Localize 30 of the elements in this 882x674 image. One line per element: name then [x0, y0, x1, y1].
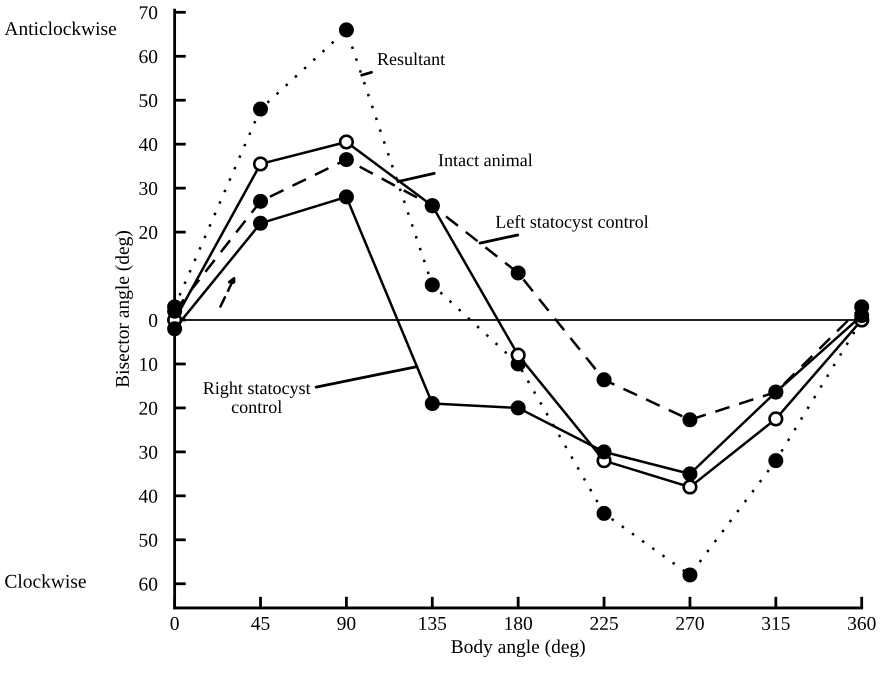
x-tick-label: 270: [676, 616, 704, 630]
y-tick-label: 60: [139, 50, 158, 64]
y-tick-label: 50: [140, 94, 158, 108]
y-axis-title: Bisector angle (deg): [115, 231, 133, 388]
y-tick-label: 40: [138, 490, 158, 503]
y-tick-label: 10: [140, 358, 158, 371]
text: Anticlockwise: [4, 22, 116, 36]
text: Right statocyst control: [203, 381, 311, 414]
y-tick-label: 0: [148, 314, 158, 327]
x-axis-title: Body angle (deg): [451, 639, 585, 658]
y-tick-label: 40: [138, 138, 158, 152]
y-tick-label: 20: [139, 226, 158, 240]
x-tick-label: 360: [848, 616, 876, 630]
y-tick-label: 30: [139, 182, 158, 196]
x-tick-label: 135: [419, 616, 446, 630]
y-tick-label: 50: [140, 534, 158, 547]
x-tick-label: 180: [505, 616, 532, 630]
text: Clockwise: [5, 574, 86, 588]
x-tick-label: 225: [590, 616, 618, 630]
x-tick-label: 45: [251, 616, 270, 630]
y-tick-label: 60: [139, 578, 158, 591]
x-tick-label: 315: [762, 616, 790, 630]
x-tick-label: 90: [337, 616, 356, 630]
series-label: Intact animal: [438, 154, 532, 166]
series-label: Left statocyst control: [496, 215, 648, 232]
y-tick-label: 30: [139, 446, 158, 459]
y-tick-label: 20: [139, 402, 158, 415]
series-label: Resultant: [377, 52, 446, 66]
y-tick-label: 70: [140, 6, 158, 20]
x-tick-label: 0: [170, 616, 179, 630]
